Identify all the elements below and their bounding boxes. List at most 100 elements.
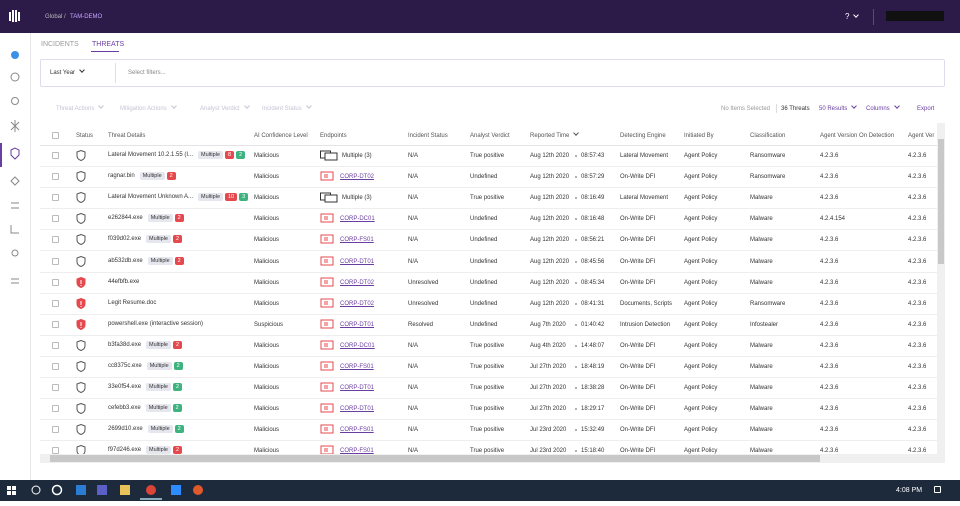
row-checkbox[interactable] — [52, 257, 59, 265]
breadcrumb-root[interactable]: Global — [45, 14, 63, 20]
vertical-scrollbar[interactable] — [937, 123, 945, 454]
date-range[interactable]: Last Year — [50, 69, 84, 77]
endpoint-name[interactable]: CORP-DT01 — [340, 385, 375, 392]
table-row[interactable]: 44efbfb.exe Malicious CORP-DT02 Unresolved U… — [40, 273, 937, 294]
table-row[interactable]: e262844.exe Multiple 2 Malicious CORP-DC01 N/… — [40, 209, 937, 231]
table-row[interactable]: powershell.exe (interactive session) Susp… — [40, 315, 937, 336]
column-header[interactable]: AI Confidence Level — [254, 133, 308, 139]
table-row[interactable]: Legit Resume.doc Malicious CORP-DT02 Unreso… — [40, 294, 937, 315]
tab[interactable]: INCIDENTS — [41, 41, 79, 48]
threat-name[interactable]: cefebb3.exe — [108, 405, 141, 412]
endpoint-name[interactable]: CORP-DC01 — [340, 342, 375, 349]
column-header[interactable]: Status — [76, 133, 94, 139]
endpoint-name[interactable]: CORP-DT02 — [340, 174, 375, 181]
threat-name[interactable]: ab532db.exe — [108, 257, 143, 264]
table-row[interactable]: Lateral Movement Unknown A... Multiple 10 3… — [40, 188, 937, 210]
table-row[interactable]: ragnar.bin Multiple 2 Malicious CORP-DT02 N/A… — [40, 167, 937, 189]
table-row[interactable]: f039d02.exe Multiple 2 Malicious CORP-FS01 N/… — [40, 230, 937, 252]
endpoint-name[interactable]: CORP-FS01 — [340, 364, 374, 370]
table-row[interactable]: cefebb3.exe Multiple 2 Malicious CORP-DT01 N/… — [40, 399, 937, 421]
row-checkbox[interactable] — [52, 363, 59, 370]
row-checkbox[interactable] — [52, 341, 59, 349]
endpoint-name[interactable]: CORP-FS01 — [340, 237, 374, 244]
row-checkbox[interactable] — [52, 320, 59, 328]
column-header[interactable]: Initiated By — [684, 133, 714, 139]
redacted-user[interactable] — [886, 11, 944, 21]
endpoint-name[interactable]: CORP-FS01 — [340, 448, 374, 454]
results-select[interactable]: 50 Results — [819, 105, 856, 113]
bulk-action[interactable]: Mitigation Actions — [120, 105, 176, 113]
filter-input[interactable]: Select filters... — [128, 70, 166, 76]
column-header[interactable]: Agent Ver — [908, 133, 935, 139]
endpoint-name[interactable]: CORP-DT02 — [340, 279, 375, 286]
horizontal-scrollbar[interactable] — [40, 454, 945, 463]
row-checkbox[interactable] — [52, 405, 59, 413]
column-header[interactable]: Reported Time — [530, 133, 578, 139]
endpoint-name[interactable]: CORP-DT01 — [340, 321, 375, 328]
threat-details[interactable]: ab532db.exe Multiple 2 — [108, 256, 184, 265]
column-header[interactable]: Classification — [750, 133, 786, 139]
threat-details[interactable]: Lateral Movement Unknown A... Multiple 10 3 — [108, 193, 249, 202]
row-checkbox[interactable] — [52, 384, 59, 392]
threat-details[interactable]: cc8375c.exe Multiple 2 — [108, 362, 183, 370]
export-button[interactable]: Export — [917, 106, 935, 112]
threat-details[interactable]: 44efbfb.exe — [108, 278, 139, 286]
threat-details[interactable]: 2699d10.exe Multiple 2 — [108, 425, 184, 434]
row-checkbox[interactable] — [52, 173, 59, 181]
threat-name[interactable]: cc8375c.exe — [108, 363, 142, 369]
column-header[interactable]: Incident Status — [408, 133, 448, 139]
threat-details[interactable]: f97d246.exe Multiple 2 — [108, 446, 183, 454]
breadcrumb-site[interactable]: TAM-DEMO — [70, 14, 103, 20]
row-checkbox[interactable] — [52, 299, 59, 307]
threat-details[interactable]: e262844.exe Multiple 2 — [108, 214, 184, 223]
threat-details[interactable]: powershell.exe (interactive session) — [108, 320, 203, 328]
threat-name[interactable]: f039d02.exe — [108, 236, 142, 243]
endpoint-name[interactable]: CORP-DT02 — [340, 300, 375, 307]
table-row[interactable]: b3fa38d.exe Multiple 2 Malicious CORP-DC01 N/… — [40, 336, 937, 357]
threat-name[interactable]: 33e0f54.exe — [108, 384, 142, 391]
threat-details[interactable]: 33e0f54.exe Multiple 2 — [108, 383, 183, 392]
notifications[interactable] — [934, 486, 941, 493]
tab-active[interactable]: THREATS — [92, 41, 125, 48]
column-header[interactable]: Analyst Verdict — [470, 133, 510, 139]
bulk-action[interactable]: Threat Actions — [56, 105, 103, 113]
endpoint-name[interactable]: CORP-DC01 — [340, 216, 375, 223]
row-checkbox[interactable] — [52, 152, 59, 159]
row-checkbox[interactable] — [52, 278, 59, 286]
threat-name[interactable]: e262844.exe — [108, 215, 143, 222]
row-checkbox[interactable] — [52, 447, 59, 454]
threat-name[interactable]: f97d246.exe — [108, 447, 142, 454]
table-row[interactable]: 33e0f54.exe Multiple 2 Malicious CORP-DT01 N/… — [40, 378, 937, 400]
endpoint-name[interactable]: CORP-DT01 — [340, 406, 375, 413]
threat-name[interactable]: ragnar.bin — [108, 173, 135, 180]
row-checkbox[interactable] — [52, 215, 59, 223]
bulk-action[interactable]: Incident Status — [262, 105, 311, 113]
threat-details[interactable]: b3fa38d.exe Multiple 2 — [108, 340, 183, 349]
row-checkbox[interactable] — [52, 236, 59, 244]
threat-details[interactable]: f039d02.exe Multiple 2 — [108, 235, 183, 244]
help-button[interactable]: ? — [845, 12, 858, 21]
threat-details[interactable]: cefebb3.exe Multiple 2 — [108, 404, 182, 413]
header-checkbox[interactable] — [52, 132, 59, 139]
column-header[interactable]: Agent Version On Detection — [820, 133, 895, 139]
row-checkbox[interactable] — [52, 194, 59, 202]
threat-details[interactable]: Legit Resume.doc — [108, 299, 156, 307]
columns-select[interactable]: Columns — [866, 105, 899, 113]
threat-name[interactable]: Lateral Movement 10.2.1.55 (I... — [108, 152, 194, 158]
table-row[interactable]: ab532db.exe Multiple 2 Malicious CORP-DT01 N/… — [40, 252, 937, 273]
threat-name[interactable]: b3fa38d.exe — [108, 341, 142, 348]
table-row[interactable]: f97d246.exe Multiple 2 Malicious CORP-FS01 N/… — [40, 441, 937, 454]
table-row[interactable]: Lateral Movement 10.2.1.55 (I... Multiple… — [40, 146, 937, 168]
column-header[interactable]: Threat Details — [108, 133, 146, 139]
bulk-action[interactable]: Analyst Verdict — [200, 105, 249, 113]
threat-name[interactable]: Lateral Movement Unknown A... — [108, 194, 194, 201]
threat-name[interactable]: powershell.exe (interactive session) — [108, 320, 204, 327]
column-header[interactable]: Detecting Engine — [620, 133, 666, 139]
table-row[interactable]: 2699d10.exe Multiple 2 Malicious CORP-FS01 N/… — [40, 420, 937, 442]
row-checkbox[interactable] — [52, 426, 59, 434]
endpoint-name[interactable]: CORP-DT01 — [340, 258, 375, 265]
threat-name[interactable]: 2699d10.exe — [108, 426, 143, 433]
threat-name[interactable]: Legit Resume.doc — [108, 299, 157, 306]
threat-name[interactable]: 44efbfb.exe — [108, 278, 140, 285]
endpoint-name[interactable]: CORP-FS01 — [340, 427, 374, 434]
